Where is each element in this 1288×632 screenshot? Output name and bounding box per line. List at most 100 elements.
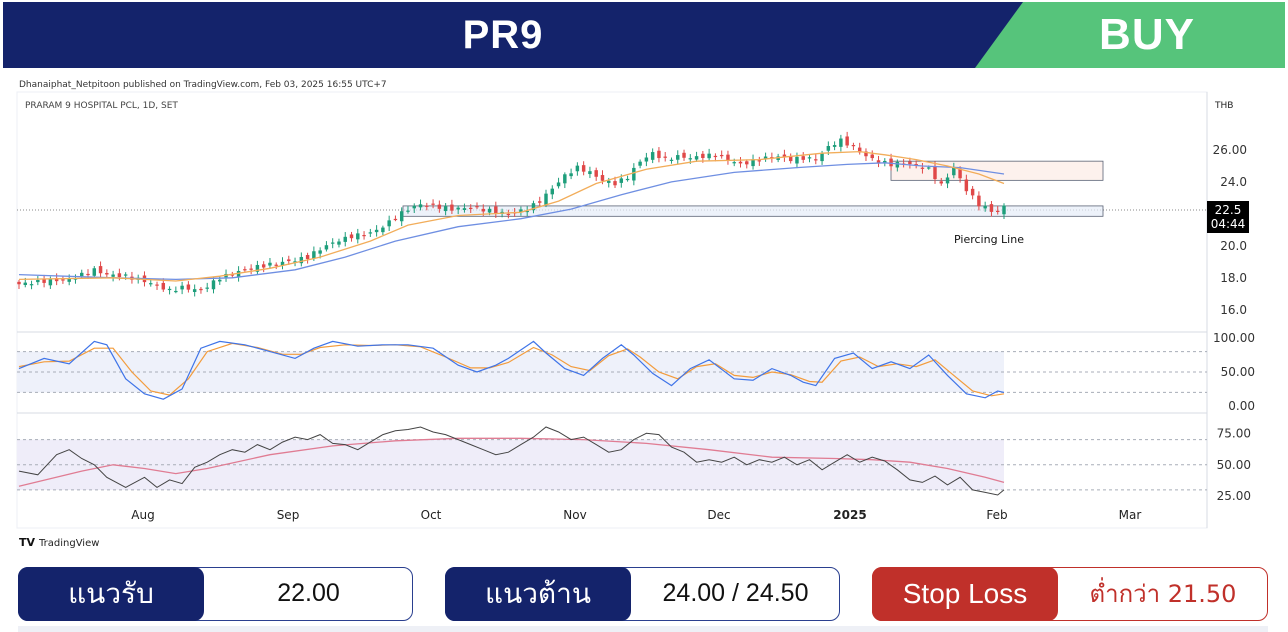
candle-body [186, 284, 191, 290]
candle-body [299, 257, 304, 264]
month-label: Dec [707, 508, 730, 522]
candle-body [719, 154, 724, 157]
instrument-label: PRARAM 9 HOSPITAL PCL, 1D, SET [25, 101, 178, 111]
candle-body [318, 250, 322, 254]
candle-body [908, 161, 912, 165]
candle-body [870, 154, 874, 159]
candle-body [575, 165, 580, 172]
candle-body [174, 290, 178, 293]
rsi-ma-line [18, 437, 1005, 487]
candle-body [763, 156, 768, 160]
candle-body [180, 285, 184, 290]
candle-body [782, 154, 787, 158]
price-tick: 26.00 [1213, 143, 1247, 157]
candle-body [92, 268, 97, 276]
candle-body [456, 207, 460, 210]
candle-body [268, 262, 272, 266]
candle-body [54, 278, 59, 282]
support-zone [402, 205, 1104, 217]
candle-body [230, 274, 235, 276]
candle-body [418, 204, 423, 208]
candle-body [425, 205, 429, 207]
candle-body [356, 233, 360, 240]
candle-body [249, 268, 253, 270]
currency-label: THB [1214, 101, 1233, 111]
price-tick: 16.0 [1220, 303, 1247, 317]
candle-body [393, 218, 398, 221]
rsi-tick: 25.00 [1217, 489, 1251, 503]
candle-body [167, 288, 172, 291]
month-label: Mar [1119, 508, 1142, 522]
attribution-text: Dhanaiphat_Netpitoon published on Tradin… [19, 80, 387, 90]
candle-body [17, 281, 21, 285]
candle-body [588, 171, 592, 175]
candle-body [61, 279, 65, 281]
month-label: Sep [277, 508, 300, 522]
candle-body [337, 241, 341, 245]
candle-body [324, 245, 329, 250]
candle-body [926, 167, 931, 169]
candle-body [895, 161, 900, 168]
candle-body [67, 278, 71, 282]
candle-body [970, 188, 975, 196]
candle-body [682, 152, 686, 158]
candle-body [494, 206, 498, 214]
candle-body [820, 153, 824, 162]
month-label: 2025 [833, 508, 866, 522]
candle-body [519, 209, 523, 213]
tradingview-logo: TV TradingView [19, 536, 99, 549]
support-value: 22.00 [277, 579, 340, 607]
candle-body [625, 178, 630, 181]
countdown: 04:44 [1211, 217, 1246, 231]
candle-body [280, 261, 285, 266]
candle-body [387, 220, 391, 227]
candle-body [563, 174, 567, 184]
tradingview-chart: Dhanaiphat_Netpitoon published on Tradin… [3, 70, 1285, 554]
candle-body [29, 284, 34, 286]
candle-body [349, 234, 354, 239]
candle-body [23, 282, 27, 286]
candle-body [807, 157, 812, 159]
candle-body [544, 193, 548, 205]
branding-text: TradingView [38, 538, 99, 549]
candle-body [305, 254, 310, 259]
rsi-tick: 75.00 [1217, 426, 1251, 440]
candle-body [983, 205, 987, 209]
price-tick: 18.0 [1220, 271, 1247, 285]
candle-body [607, 180, 611, 183]
candle-body [581, 165, 586, 172]
candle-body [105, 272, 109, 275]
moving-averages [18, 150, 1005, 282]
candle-body [726, 154, 730, 161]
support-panel: แนวรับ 22.00 [18, 566, 413, 621]
candle-body [155, 284, 159, 286]
candle-body [48, 279, 53, 286]
candle-body [657, 150, 661, 159]
candle-body [920, 167, 925, 169]
candle-body [481, 208, 485, 212]
candle-body [977, 195, 981, 207]
candle-body [487, 208, 492, 213]
candle-body [638, 161, 642, 166]
candle-body [531, 203, 536, 211]
buy-signal-badge: BUY [975, 2, 1285, 68]
candle-body [293, 261, 297, 263]
candle-body [236, 270, 241, 277]
price-tick: 24.0 [1220, 175, 1247, 189]
candle-body [525, 210, 529, 213]
candle-body [933, 165, 937, 180]
stoch-tick: 50.00 [1221, 365, 1255, 379]
resistance-value: 24.00 / 24.50 [662, 579, 809, 607]
candle-body [161, 282, 166, 290]
candle-body [669, 159, 674, 161]
candle-body [556, 182, 561, 187]
candle-body [876, 160, 881, 163]
rsi-panel [17, 426, 1207, 496]
candle-body [857, 147, 862, 153]
candle-body [851, 145, 856, 147]
candle-body [845, 136, 849, 146]
support-label: แนวรับ [18, 566, 204, 621]
last-price-tag: 22.5 04:44 [1207, 201, 1249, 233]
candle-body [406, 210, 410, 212]
candle-body [832, 145, 837, 147]
